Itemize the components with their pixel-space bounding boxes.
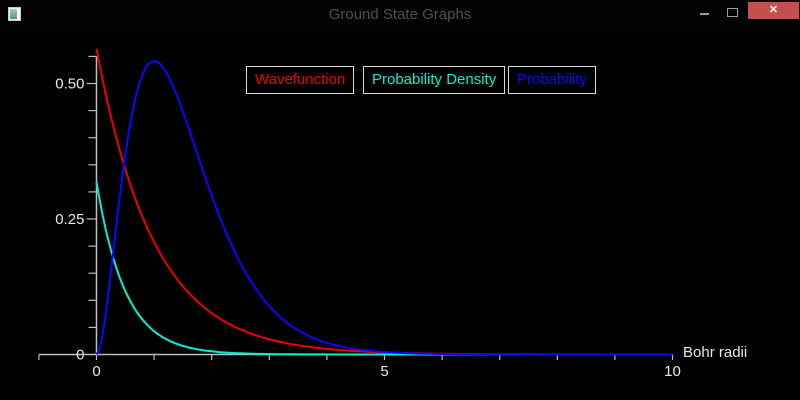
- app-icon-pane: [10, 9, 17, 19]
- y-tick-label: 0: [76, 347, 84, 364]
- minimize-button[interactable]: [694, 4, 716, 22]
- app-icon: [8, 7, 21, 21]
- x-tick-label: 5: [380, 363, 388, 380]
- y-tick-label: 0.50: [55, 76, 84, 93]
- legend-box-probability[interactable]: Probability: [508, 66, 597, 94]
- close-icon: ✕: [768, 4, 779, 16]
- x-tick-label: 0: [92, 363, 100, 380]
- curve-wavefunction: [95, 48, 673, 356]
- legend-label-probability-density: Probability Density: [372, 71, 497, 88]
- maximize-button[interactable]: [722, 4, 744, 22]
- legend-label-probability: Probability: [517, 71, 588, 88]
- legend-box-wavefunction[interactable]: Wavefunction: [246, 66, 355, 94]
- curve-probability: [95, 60, 673, 356]
- y-tick-label: 0.25: [55, 211, 84, 228]
- x-tick-label: 10: [664, 363, 681, 380]
- minimize-icon: [700, 13, 709, 15]
- x-axis-title: Bohr radii: [683, 344, 748, 361]
- title-bar[interactable]: Ground State Graphs ✕: [0, 0, 800, 30]
- legend-label-wavefunction: Wavefunction: [255, 71, 346, 88]
- close-button[interactable]: ✕: [748, 2, 799, 19]
- maximize-icon: [727, 8, 738, 17]
- curve-probability-density: [95, 181, 673, 356]
- window-title: Ground State Graphs: [328, 6, 472, 23]
- legend-box-probability-density[interactable]: Probability Density: [363, 66, 506, 94]
